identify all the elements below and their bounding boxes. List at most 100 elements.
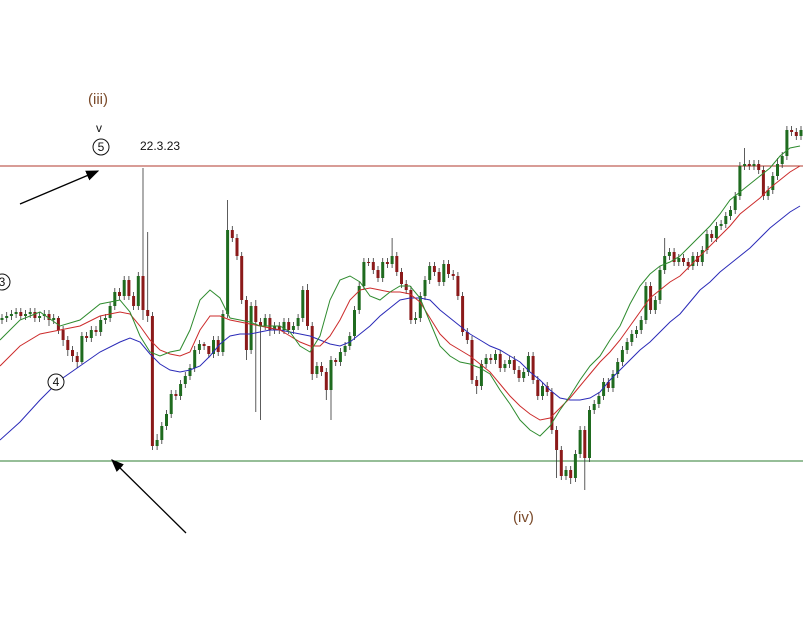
candle-body bbox=[179, 384, 183, 396]
candle-body bbox=[52, 318, 56, 320]
candle-body bbox=[663, 256, 667, 270]
candle-body bbox=[94, 330, 98, 332]
candle-body bbox=[381, 262, 385, 278]
moving-averages-group bbox=[0, 145, 801, 441]
candle-body bbox=[85, 336, 89, 338]
candle-body bbox=[315, 366, 319, 374]
candle-body bbox=[404, 284, 408, 290]
candle-body bbox=[254, 306, 258, 322]
candle-body bbox=[635, 330, 638, 334]
candle-body bbox=[588, 410, 591, 458]
candle-body bbox=[38, 316, 42, 318]
candle-body bbox=[5, 316, 9, 318]
candle-body bbox=[672, 252, 676, 262]
candle-body bbox=[376, 270, 380, 278]
wave-v-label: v bbox=[96, 121, 102, 135]
candle-body bbox=[738, 166, 742, 196]
candle-body bbox=[724, 216, 728, 224]
candle-body bbox=[409, 290, 413, 320]
candle-body bbox=[240, 256, 244, 300]
candle-body bbox=[489, 358, 493, 360]
candle-body bbox=[132, 296, 136, 306]
candle-body bbox=[776, 164, 779, 176]
candle-body bbox=[61, 330, 65, 340]
candle-body bbox=[362, 262, 366, 286]
candle-body bbox=[197, 344, 201, 350]
candle-body bbox=[761, 170, 765, 196]
date-label: 22.3.23 bbox=[140, 139, 180, 153]
candle-body bbox=[165, 414, 168, 426]
candles-group bbox=[0, 126, 803, 490]
candle-body bbox=[343, 346, 347, 352]
ma-green-line bbox=[0, 145, 801, 437]
candle-body bbox=[597, 396, 601, 404]
candle-body bbox=[498, 354, 502, 368]
candle-body bbox=[569, 470, 573, 478]
candle-body bbox=[790, 130, 794, 132]
candle-body bbox=[395, 256, 399, 272]
candle-body bbox=[592, 404, 596, 410]
candle-body bbox=[653, 300, 657, 310]
candle-body bbox=[334, 360, 338, 362]
candle-body bbox=[150, 316, 154, 446]
candle-body bbox=[714, 226, 718, 238]
candle-body bbox=[19, 312, 23, 316]
candle-body bbox=[550, 392, 554, 430]
candle-body bbox=[367, 262, 371, 263]
candle-body bbox=[155, 440, 159, 446]
candle-body bbox=[799, 130, 803, 136]
wave-5-circle bbox=[92, 138, 110, 156]
candle-body bbox=[757, 164, 761, 170]
candle-body bbox=[357, 286, 361, 310]
candle-body bbox=[691, 256, 695, 266]
candle-body bbox=[310, 326, 314, 374]
upper-arrow bbox=[19, 170, 100, 205]
candle-body bbox=[771, 176, 775, 190]
candle-body bbox=[456, 276, 460, 296]
candle-body bbox=[667, 252, 671, 256]
candle-body bbox=[244, 300, 248, 350]
candle-body bbox=[56, 318, 60, 330]
candle-body bbox=[705, 234, 709, 250]
candle-body bbox=[611, 374, 615, 388]
candle-body bbox=[338, 352, 342, 362]
candle-body bbox=[536, 380, 540, 396]
candle-body bbox=[301, 290, 305, 318]
candle-body bbox=[390, 256, 394, 264]
candle-body bbox=[583, 430, 587, 458]
candle-body bbox=[522, 372, 526, 378]
candle-body bbox=[545, 386, 549, 392]
candle-body bbox=[559, 450, 563, 476]
candle-body bbox=[24, 314, 27, 316]
candle-body bbox=[353, 310, 356, 336]
candle-body bbox=[639, 320, 643, 330]
ma-red-line bbox=[0, 165, 801, 421]
candle-body bbox=[625, 342, 629, 350]
candle-body bbox=[108, 306, 112, 318]
candle-body bbox=[348, 336, 352, 346]
wave-3-label: 3 bbox=[0, 275, 6, 289]
candle-body bbox=[14, 312, 18, 314]
candle-body bbox=[371, 262, 375, 270]
candle-body bbox=[287, 322, 291, 330]
candle-body bbox=[437, 272, 441, 282]
candle-body bbox=[479, 364, 483, 386]
candle-body bbox=[686, 262, 690, 266]
candle-body bbox=[385, 262, 389, 264]
lower-arrow bbox=[111, 459, 187, 534]
candle-body bbox=[28, 312, 32, 314]
candle-body bbox=[780, 156, 784, 164]
candle-body bbox=[183, 376, 187, 384]
candle-body bbox=[432, 266, 436, 272]
candle-body bbox=[230, 230, 234, 238]
candle-body bbox=[531, 356, 535, 380]
candle-body bbox=[202, 344, 206, 346]
candle-body bbox=[113, 292, 117, 306]
candle-body bbox=[9, 314, 13, 316]
candle-body bbox=[428, 266, 432, 280]
candle-body bbox=[573, 454, 577, 478]
candle-body bbox=[794, 132, 798, 136]
candle-body bbox=[729, 210, 732, 216]
